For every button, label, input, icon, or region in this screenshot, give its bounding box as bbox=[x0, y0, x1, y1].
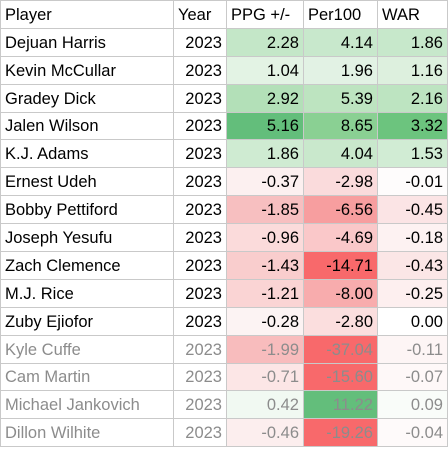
player-cell[interactable]: Jalen Wilson bbox=[1, 112, 174, 141]
year-cell[interactable]: 2023 bbox=[174, 112, 227, 141]
table-row: Ernest Udeh 2023 -0.37 -2.98 -0.01 bbox=[1, 168, 448, 197]
table-row: Zach Clemence 2023 -1.43 -14.71 -0.43 bbox=[1, 252, 448, 280]
table-row: Zuby Ejiofor 2023 -0.28 -2.80 0.00 bbox=[1, 307, 448, 336]
ppg-cell[interactable]: -0.96 bbox=[227, 224, 304, 253]
ppg-cell[interactable]: 2.28 bbox=[227, 28, 304, 57]
ppg-cell[interactable]: -0.71 bbox=[227, 363, 304, 392]
year-cell[interactable]: 2023 bbox=[174, 363, 227, 392]
war-cell[interactable]: -0.43 bbox=[378, 252, 448, 280]
war-cell[interactable]: 0.00 bbox=[378, 307, 448, 336]
header-ppg[interactable]: PPG +/- bbox=[227, 1, 304, 29]
war-cell[interactable]: 2.16 bbox=[378, 84, 448, 113]
ppg-cell[interactable]: -1.85 bbox=[227, 196, 304, 225]
per100-cell[interactable]: -2.80 bbox=[304, 307, 378, 336]
table-row: M.J. Rice 2023 -1.21 -8.00 -0.25 bbox=[1, 279, 448, 308]
player-cell[interactable]: Zuby Ejiofor bbox=[1, 307, 174, 336]
player-cell[interactable]: Dejuan Harris bbox=[1, 28, 174, 57]
per100-cell[interactable]: -4.69 bbox=[304, 224, 378, 253]
header-war[interactable]: WAR bbox=[378, 1, 448, 29]
per100-cell[interactable]: 1.96 bbox=[304, 56, 378, 85]
table-row: Gradey Dick 2023 2.92 5.39 2.16 bbox=[1, 84, 448, 113]
ppg-cell[interactable]: -1.43 bbox=[227, 252, 304, 280]
per100-cell[interactable]: -8.00 bbox=[304, 279, 378, 308]
per100-cell[interactable]: 8.65 bbox=[304, 112, 378, 141]
player-cell[interactable]: Kyle Cuffe bbox=[1, 335, 174, 364]
header-row: Player Year PPG +/- Per100 WAR bbox=[1, 1, 448, 29]
table-row: K.J. Adams 2023 1.86 4.04 1.53 bbox=[1, 140, 448, 169]
year-cell[interactable]: 2023 bbox=[174, 224, 227, 253]
war-cell[interactable]: -0.04 bbox=[378, 419, 448, 448]
header-player[interactable]: Player bbox=[1, 1, 174, 29]
table-row: Dejuan Harris 2023 2.28 4.14 1.86 bbox=[1, 28, 448, 57]
table-row: Kevin McCullar 2023 1.04 1.96 1.16 bbox=[1, 56, 448, 85]
year-cell[interactable]: 2023 bbox=[174, 279, 227, 308]
war-cell[interactable]: -0.25 bbox=[378, 279, 448, 308]
war-cell[interactable]: -0.45 bbox=[378, 196, 448, 225]
player-cell[interactable]: Kevin McCullar bbox=[1, 56, 174, 85]
year-cell[interactable]: 2023 bbox=[174, 335, 227, 364]
per100-cell[interactable]: -6.56 bbox=[304, 196, 378, 225]
player-cell[interactable]: Cam Martin bbox=[1, 363, 174, 392]
year-cell[interactable]: 2023 bbox=[174, 252, 227, 280]
table-row: Kyle Cuffe 2023 -1.99 -37.04 -0.11 bbox=[1, 335, 448, 364]
year-cell[interactable]: 2023 bbox=[174, 168, 227, 197]
war-cell[interactable]: -0.11 bbox=[378, 335, 448, 364]
war-cell[interactable]: 3.32 bbox=[378, 112, 448, 141]
player-cell[interactable]: Dillon Wilhite bbox=[1, 419, 174, 448]
table-row: Jalen Wilson 2023 5.16 8.65 3.32 bbox=[1, 112, 448, 141]
war-cell[interactable]: -0.01 bbox=[378, 168, 448, 197]
per100-cell[interactable]: 4.14 bbox=[304, 28, 378, 57]
table-row: Dillon Wilhite 2023 -0.46 -19.26 -0.04 bbox=[1, 419, 448, 448]
table-row: Michael Jankovich 2023 0.42 11.22 0.09 bbox=[1, 391, 448, 420]
per100-cell[interactable]: 4.04 bbox=[304, 140, 378, 169]
player-cell[interactable]: K.J. Adams bbox=[1, 140, 174, 169]
ppg-cell[interactable]: -1.99 bbox=[227, 335, 304, 364]
table-row: Cam Martin 2023 -0.71 -15.60 -0.07 bbox=[1, 363, 448, 392]
year-cell[interactable]: 2023 bbox=[174, 419, 227, 448]
per100-cell[interactable]: -37.04 bbox=[304, 335, 378, 364]
ppg-cell[interactable]: -1.21 bbox=[227, 279, 304, 308]
ppg-cell[interactable]: -0.46 bbox=[227, 419, 304, 448]
year-cell[interactable]: 2023 bbox=[174, 140, 227, 169]
per100-cell[interactable]: -2.98 bbox=[304, 168, 378, 197]
header-year[interactable]: Year bbox=[174, 1, 227, 29]
war-cell[interactable]: 1.86 bbox=[378, 28, 448, 57]
table-row: Joseph Yesufu 2023 -0.96 -4.69 -0.18 bbox=[1, 224, 448, 253]
war-cell[interactable]: -0.18 bbox=[378, 224, 448, 253]
player-cell[interactable]: Michael Jankovich bbox=[1, 391, 174, 420]
year-cell[interactable]: 2023 bbox=[174, 56, 227, 85]
year-cell[interactable]: 2023 bbox=[174, 391, 227, 420]
player-cell[interactable]: Bobby Pettiford bbox=[1, 196, 174, 225]
ppg-cell[interactable]: 2.92 bbox=[227, 84, 304, 113]
per100-cell[interactable]: -19.26 bbox=[304, 419, 378, 448]
ppg-cell[interactable]: -0.37 bbox=[227, 168, 304, 197]
table-body: Dejuan Harris 2023 2.28 4.14 1.86 Kevin McCul… bbox=[1, 28, 448, 448]
player-cell[interactable]: Gradey Dick bbox=[1, 84, 174, 113]
ppg-cell[interactable]: -0.28 bbox=[227, 307, 304, 336]
year-cell[interactable]: 2023 bbox=[174, 84, 227, 113]
player-cell[interactable]: Joseph Yesufu bbox=[1, 224, 174, 253]
year-cell[interactable]: 2023 bbox=[174, 307, 227, 336]
year-cell[interactable]: 2023 bbox=[174, 196, 227, 225]
player-cell[interactable]: Zach Clemence bbox=[1, 252, 174, 280]
header-per100[interactable]: Per100 bbox=[304, 1, 378, 29]
ppg-cell[interactable]: 1.86 bbox=[227, 140, 304, 169]
war-cell[interactable]: -0.07 bbox=[378, 363, 448, 392]
ppg-cell[interactable]: 1.04 bbox=[227, 56, 304, 85]
war-cell[interactable]: 1.16 bbox=[378, 56, 448, 85]
player-cell[interactable]: M.J. Rice bbox=[1, 279, 174, 308]
ppg-cell[interactable]: 0.42 bbox=[227, 391, 304, 420]
player-cell[interactable]: Ernest Udeh bbox=[1, 168, 174, 197]
per100-cell[interactable]: 11.22 bbox=[304, 391, 378, 420]
year-cell[interactable]: 2023 bbox=[174, 28, 227, 57]
war-cell[interactable]: 0.09 bbox=[378, 391, 448, 420]
war-cell[interactable]: 1.53 bbox=[378, 140, 448, 169]
per100-cell[interactable]: -14.71 bbox=[304, 252, 378, 280]
per100-cell[interactable]: -15.60 bbox=[304, 363, 378, 392]
table-row: Bobby Pettiford 2023 -1.85 -6.56 -0.45 bbox=[1, 196, 448, 225]
ppg-cell[interactable]: 5.16 bbox=[227, 112, 304, 141]
per100-cell[interactable]: 5.39 bbox=[304, 84, 378, 113]
